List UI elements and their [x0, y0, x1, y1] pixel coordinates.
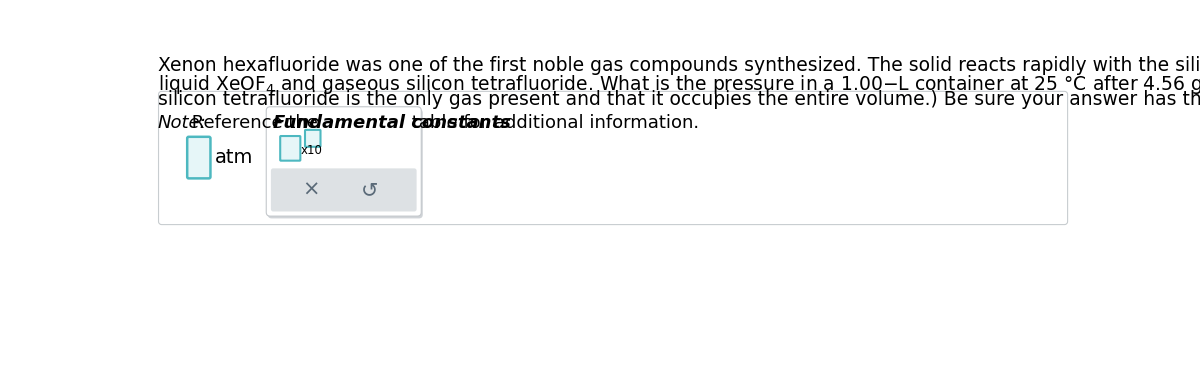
Text: Xenon hexafluoride was one of the first noble gas compounds synthesized. The sol: Xenon hexafluoride was one of the first …: [157, 56, 1200, 75]
Text: ×: ×: [302, 180, 320, 200]
Text: table for additional information.: table for additional information.: [406, 114, 700, 132]
FancyBboxPatch shape: [305, 130, 320, 147]
Text: liquid XeOF$_4$ and gaseous silicon tetrafluoride. What is the pressure in a 1.0: liquid XeOF$_4$ and gaseous silicon tetr…: [157, 73, 1200, 96]
FancyBboxPatch shape: [158, 91, 1068, 225]
Text: Note:: Note:: [157, 114, 206, 132]
FancyBboxPatch shape: [271, 168, 416, 212]
Text: silicon tetrafluoride is the only gas present and that it occupies the entire vo: silicon tetrafluoride is the only gas pr…: [157, 90, 1200, 109]
FancyBboxPatch shape: [266, 107, 421, 216]
FancyBboxPatch shape: [187, 137, 210, 178]
Text: ↺: ↺: [360, 180, 378, 200]
Text: Reference the: Reference the: [186, 114, 324, 132]
FancyBboxPatch shape: [281, 136, 300, 161]
Text: Fundamental constants: Fundamental constants: [272, 114, 510, 132]
Text: x10: x10: [300, 144, 323, 157]
FancyBboxPatch shape: [268, 109, 422, 218]
Text: atm: atm: [215, 148, 253, 167]
